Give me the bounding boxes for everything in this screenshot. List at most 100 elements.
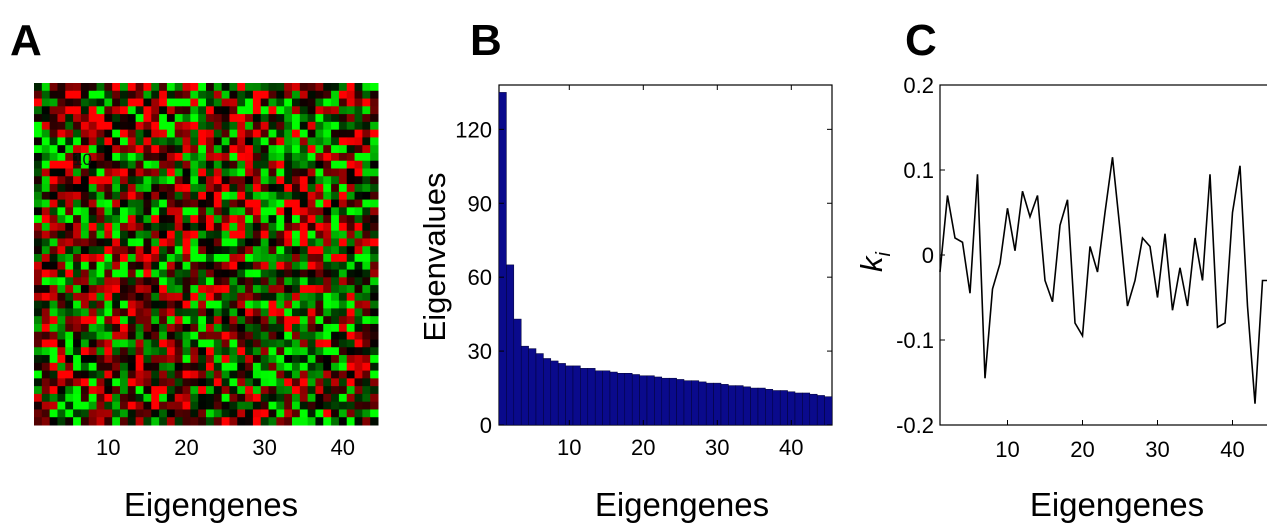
heatmap-cell: [182, 160, 191, 169]
heatmap-cell: [268, 90, 277, 100]
heatmap-cell: [260, 129, 270, 138]
heatmap-cell: [354, 191, 363, 201]
heatmap-cell: [221, 254, 230, 263]
heatmap-cell: [323, 98, 332, 107]
heatmap-cell: [120, 207, 129, 216]
heatmap-cell: [174, 370, 184, 379]
heatmap-cell: [151, 300, 160, 309]
heatmap-cell: [166, 300, 176, 309]
heatmap-cell: [284, 285, 293, 294]
heatmap-cell: [96, 393, 105, 403]
heatmap-cell: [143, 393, 152, 403]
heatmap-cell: [237, 285, 246, 294]
heatmap-cell: [159, 355, 168, 364]
heatmap-cell: [213, 393, 223, 403]
heatmap-cell: [252, 409, 262, 418]
heatmap-cell: [174, 238, 184, 247]
heatmap-cell: [206, 393, 215, 403]
heatmap-cell: [315, 261, 324, 271]
heatmap-cell: [104, 261, 113, 271]
heatmap-cell: [120, 254, 129, 263]
heatmap-cell: [370, 316, 379, 325]
heatmap-cell: [276, 137, 285, 146]
heatmap-cell: [73, 269, 82, 278]
bar: [779, 390, 788, 426]
heatmap-cell: [135, 269, 144, 278]
heatmap-cell: [104, 114, 113, 123]
heatmap-cell: [221, 292, 230, 302]
heatmap-cell: [80, 254, 90, 263]
heatmap-cell: [362, 222, 371, 232]
heatmap-cell: [65, 121, 74, 131]
heatmap-cell: [370, 222, 379, 232]
heatmap-cell: [221, 269, 230, 278]
heatmap-cell: [174, 121, 184, 131]
heatmap-cell: [237, 254, 246, 263]
heatmap-cell: [112, 176, 121, 185]
heatmap-cell: [315, 83, 324, 92]
heatmap-cell: [292, 292, 301, 302]
heatmap-cell: [41, 222, 51, 232]
heatmap-cell: [159, 184, 168, 193]
heatmap-cell: [213, 417, 223, 426]
heatmap-cell: [174, 137, 184, 146]
heatmap-cell: [370, 246, 379, 255]
heatmap-cell: [159, 168, 168, 177]
heatmap-cell: [182, 292, 191, 302]
heatmap-cell: [276, 222, 285, 232]
heatmap-cell: [245, 191, 254, 201]
bar-y-tick-label: 30: [468, 339, 492, 364]
heatmap-cell: [88, 331, 98, 340]
heatmap-cell: [260, 285, 270, 294]
heatmap-cell: [65, 238, 74, 247]
heatmap-cell: [206, 378, 215, 387]
heatmap-cell: [307, 246, 316, 255]
heatmap-cell: [213, 160, 223, 169]
heatmap-cell: [229, 121, 238, 131]
heatmap-cell: [41, 230, 51, 239]
heatmap-cell: [229, 355, 238, 364]
heatmap-cell: [198, 176, 207, 185]
heatmap-cell: [299, 191, 309, 201]
heatmap-cell: [96, 168, 105, 177]
heatmap-cell: [221, 277, 230, 286]
heatmap-cell: [323, 246, 332, 255]
heatmap-cell: [245, 370, 254, 379]
heatmap-cell: [338, 409, 348, 418]
heatmap-cell: [151, 145, 160, 154]
heatmap-cell: [315, 238, 324, 247]
heatmap-cell: [166, 246, 176, 255]
heatmap-cell: [221, 417, 230, 426]
heatmap-cell: [213, 285, 223, 294]
heatmap-cell: [65, 152, 74, 162]
heatmap-cell: [315, 386, 324, 395]
heatmap-cell: [292, 323, 301, 333]
heatmap-cell: [331, 191, 340, 201]
heatmap-cell: [151, 308, 160, 317]
heatmap-cell: [331, 199, 340, 208]
heatmap-cell: [284, 409, 293, 418]
heatmap-cell: [229, 386, 238, 395]
heatmap-cell: [151, 199, 160, 208]
heatmap-cell: [41, 409, 51, 418]
bar: [654, 376, 663, 426]
heatmap-cell: [323, 308, 332, 317]
heatmap-cell: [221, 378, 230, 387]
heatmap-cell: [370, 238, 379, 247]
heatmap-cell: [245, 323, 254, 333]
heatmap-cell: [370, 401, 379, 410]
heatmap-cell: [127, 355, 137, 364]
heatmap-cell: [96, 98, 105, 107]
heatmap-cell: [284, 355, 293, 364]
heatmap-cell: [34, 246, 43, 255]
heatmap-cell: [213, 370, 223, 379]
heatmap-cell: [292, 238, 301, 247]
heatmap-cell: [34, 98, 43, 107]
heatmap-cell: [112, 300, 121, 309]
heatmap-cell: [213, 222, 223, 232]
heatmap-overlay-text: 10: [73, 150, 92, 169]
heatmap-cell: [237, 129, 246, 138]
heatmap-cell: [65, 331, 74, 340]
heatmap-cell: [331, 261, 340, 271]
heatmap-cell: [159, 207, 168, 216]
